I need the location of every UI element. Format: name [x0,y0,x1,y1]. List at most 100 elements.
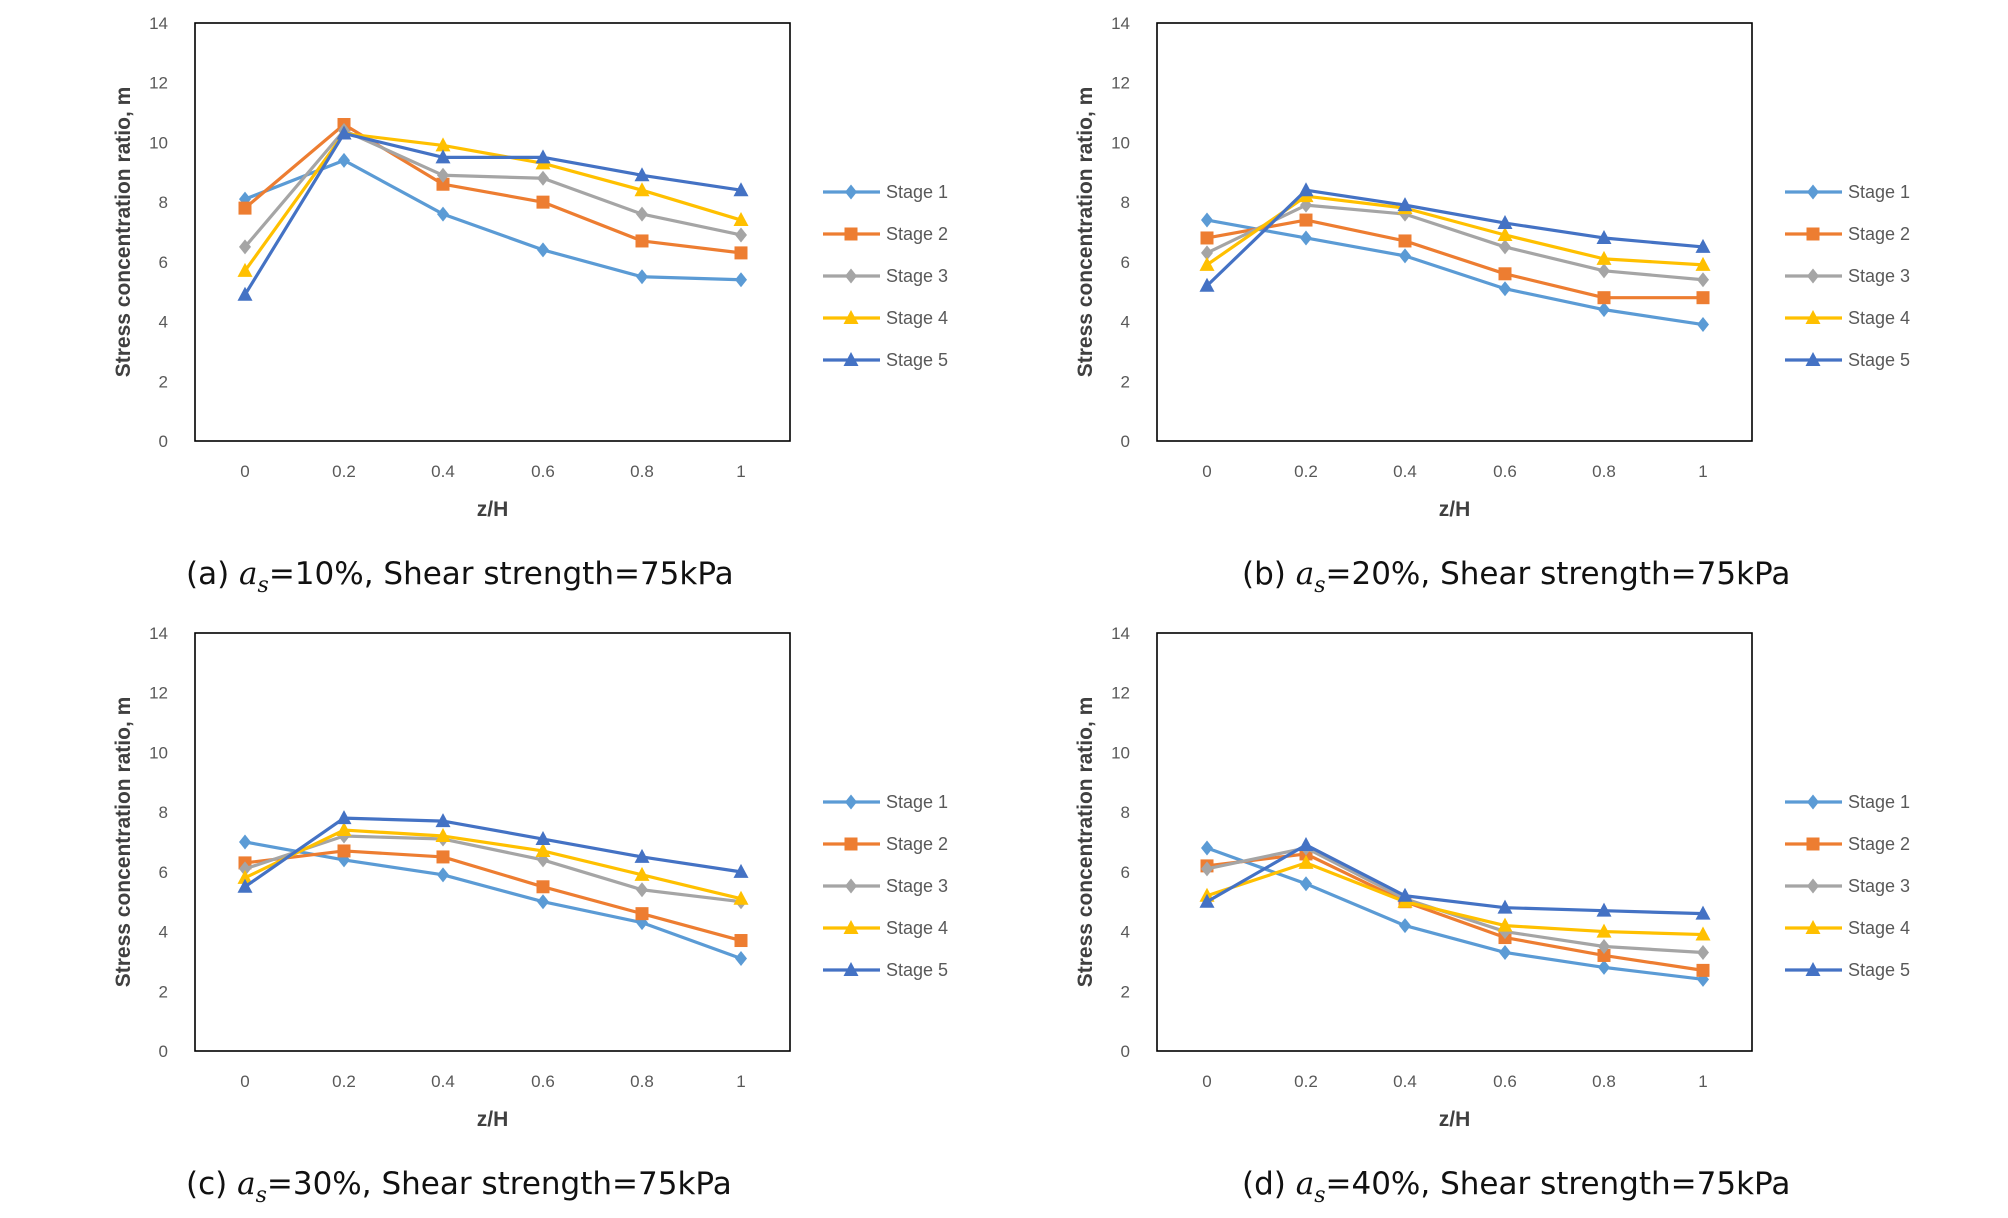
data-point [1498,267,1512,281]
y-tick-label: 4 [159,923,168,942]
series-stage-4 [237,822,749,905]
data-point [733,212,749,227]
caption-prefix: (c) [186,1166,238,1202]
data-point [634,167,650,182]
y-tick-label: 6 [1121,863,1130,882]
data-point [1499,281,1511,297]
legend-marker [1807,878,1819,894]
legend: Stage 1 Stage 2 Stage 3 Stage 4 Stage 5 [1785,182,1910,370]
y-axis-label: Stress concentration ratio, m [112,697,135,988]
data-point [1200,231,1214,245]
legend-label: Stage 3 [886,266,948,286]
series-stage-1 [1201,212,1709,333]
caption-symbol: a [239,556,258,592]
data-point [535,831,551,846]
y-tick-label: 8 [159,803,168,822]
data-point [536,195,550,209]
series-line [243,131,742,272]
caption-subscript: s [257,573,269,598]
figure-caption-c: (c) as=30%, Shear strength=75kPa [186,1166,732,1208]
x-axis-label: z/H [1439,1108,1471,1131]
y-tick-label: 0 [1121,432,1130,451]
x-tick-label: 0 [240,462,249,481]
series-line [243,122,742,255]
legend-item: Stage 4 [1785,918,1910,938]
legend-label: Stage 4 [886,308,948,328]
data-point [435,149,451,164]
legend-marker [1807,268,1819,284]
y-axis-label: Stress concentration ratio, m [112,87,135,378]
data-point [336,822,352,837]
caption-subscript: s [1314,1183,1326,1208]
legend-marker [843,962,859,976]
legend-label: Stage 1 [1848,792,1910,812]
y-tick-label: 12 [149,74,168,93]
series-stage-3 [239,122,747,255]
y-tick-label: 12 [1111,684,1130,703]
data-point [1199,256,1215,271]
data-point [1399,918,1411,934]
data-point [1598,302,1610,318]
legend-label: Stage 3 [1848,876,1910,896]
series-line [1206,846,1704,981]
legend-marker [845,184,857,200]
legend-label: Stage 1 [886,792,948,812]
data-point [1199,893,1215,908]
caption-symbol: a [1295,1166,1315,1202]
legend-label: Stage 3 [886,876,948,896]
data-point [1499,239,1511,255]
y-tick-label: 0 [1121,1042,1130,1061]
caption-suffix: =30%, Shear strength=75kPa [266,1166,732,1202]
y-tick-label: 14 [149,624,168,643]
legend-marker [1805,352,1821,366]
legend-label: Stage 2 [1848,224,1910,244]
data-point [1597,291,1611,305]
data-point [635,907,649,921]
data-point [1299,213,1313,227]
y-tick-label: 10 [1111,133,1130,152]
data-point [635,234,649,248]
legend-marker [1807,794,1819,810]
data-point [1697,944,1709,960]
x-tick-label: 0 [1202,1072,1211,1091]
legend-item: Stage 1 [1785,792,1910,812]
data-point [734,246,748,260]
data-point [636,882,648,898]
legend-item: Stage 5 [823,350,948,370]
figure-caption-d: (d) as=40%, Shear strength=75kPa [1242,1166,1790,1208]
data-point [1497,226,1513,241]
data-point [1298,854,1314,869]
legend-marker [1805,962,1821,976]
data-point [435,813,451,828]
data-point [338,152,350,168]
x-tick-label: 0 [1202,462,1211,481]
data-point [437,867,449,883]
legend-item: Stage 2 [823,224,948,244]
y-axis-label: Stress concentration ratio, m [1074,87,1097,378]
data-point [634,182,650,197]
data-point [636,915,648,931]
data-point [239,239,251,255]
data-point [1201,212,1213,228]
data-point [1697,317,1709,333]
data-point [1598,939,1610,954]
data-point [733,890,749,905]
legend-label: Stage 4 [1848,308,1910,328]
x-axis-label: z/H [477,498,509,521]
data-point [1596,923,1612,938]
y-axis-label: Stress concentration ratio, m [1074,697,1097,988]
data-point [535,149,551,164]
chart-svg-d: 0 2 4 6 8 10 12 14 0 0.2 0.4 0.6 0.8 1 z/H Stress conce… [1074,624,1910,1131]
data-point [735,272,747,288]
legend-label: Stage 4 [1848,918,1910,938]
data-point [1598,263,1610,279]
data-point [536,880,550,894]
legend-item: Stage 2 [1785,834,1910,854]
data-point [437,206,449,222]
series-stage-1 [239,152,747,288]
legend-item: Stage 2 [823,834,948,854]
legend-label: Stage 5 [886,350,948,370]
data-point [636,206,648,222]
data-point [437,167,449,183]
caption-suffix: =20%, Shear strength=75kPa [1325,556,1791,592]
